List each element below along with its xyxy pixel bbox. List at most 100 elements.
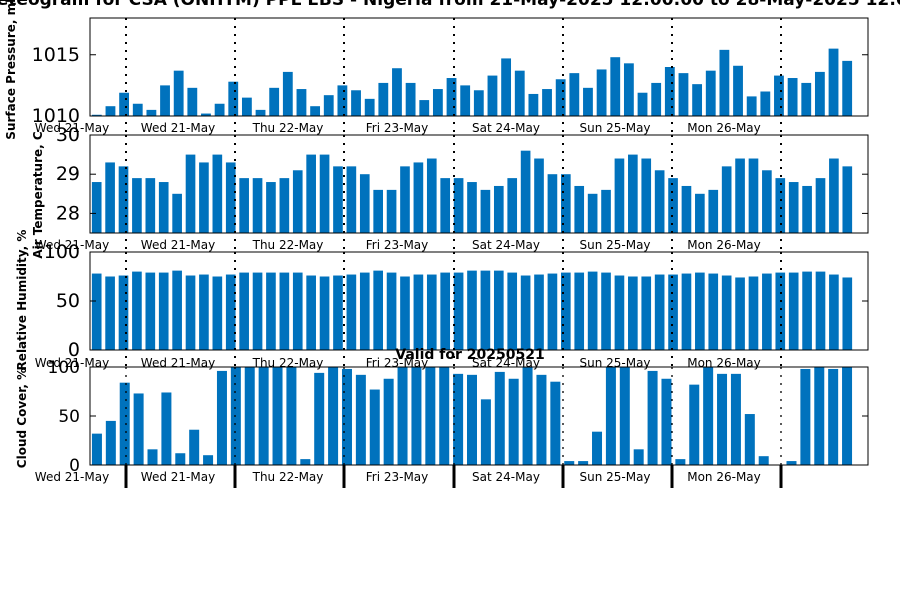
bar bbox=[146, 109, 157, 117]
bar bbox=[172, 193, 182, 233]
bar bbox=[828, 48, 839, 117]
bar bbox=[668, 274, 678, 350]
bar bbox=[744, 414, 755, 465]
bar bbox=[239, 272, 249, 350]
bar bbox=[695, 272, 705, 350]
bar bbox=[689, 384, 700, 465]
x-tick-label: Fri 23-May bbox=[366, 238, 429, 252]
y-tick-label: 50 bbox=[58, 407, 80, 427]
bar bbox=[279, 178, 290, 233]
bar bbox=[105, 420, 116, 465]
bar bbox=[383, 378, 394, 465]
bar bbox=[203, 455, 214, 465]
bar bbox=[730, 373, 741, 465]
bar bbox=[255, 109, 266, 117]
y-tick-label: 100 bbox=[48, 358, 80, 378]
bar bbox=[601, 189, 611, 233]
bar bbox=[748, 276, 759, 350]
bar bbox=[161, 392, 172, 465]
chart-title: Meteogram for CSA (ONHTM) PPL EBS - Nige… bbox=[0, 0, 900, 10]
y-axis-label: Surface Pressure, mb bbox=[4, 0, 18, 140]
bar bbox=[842, 166, 853, 233]
bar bbox=[574, 185, 585, 233]
bar bbox=[787, 78, 798, 116]
bar bbox=[842, 367, 853, 465]
bar bbox=[132, 271, 142, 350]
bar bbox=[351, 90, 361, 116]
bar bbox=[520, 150, 531, 233]
bar bbox=[762, 273, 772, 350]
y-tick-label: 0 bbox=[68, 339, 80, 361]
bar bbox=[708, 273, 719, 350]
bar bbox=[346, 274, 357, 350]
bar bbox=[440, 178, 451, 233]
bar bbox=[392, 68, 402, 116]
bar bbox=[426, 274, 437, 350]
bar bbox=[91, 114, 102, 116]
bar bbox=[623, 63, 634, 116]
bar bbox=[678, 73, 689, 117]
x-tick-label: Mon 26-May bbox=[687, 121, 761, 135]
bar bbox=[760, 91, 771, 116]
bar bbox=[252, 178, 263, 233]
bar bbox=[158, 272, 169, 350]
bar bbox=[651, 82, 662, 116]
bar bbox=[587, 271, 598, 350]
bar bbox=[214, 103, 225, 116]
bar bbox=[814, 367, 825, 465]
bar bbox=[654, 170, 665, 233]
bar bbox=[800, 368, 811, 465]
bar bbox=[282, 71, 293, 116]
bar bbox=[564, 461, 575, 465]
bar bbox=[439, 367, 450, 465]
bar bbox=[507, 272, 518, 350]
bar bbox=[425, 367, 436, 465]
bar bbox=[668, 178, 678, 233]
bar bbox=[661, 378, 672, 465]
bar bbox=[647, 370, 658, 465]
bar bbox=[473, 90, 484, 116]
bar bbox=[493, 270, 504, 350]
bar bbox=[91, 433, 102, 465]
x-tick-label: Sun 25-May bbox=[579, 470, 650, 484]
bar bbox=[400, 166, 410, 233]
bar bbox=[296, 89, 307, 116]
bar bbox=[494, 371, 505, 465]
bar bbox=[788, 182, 799, 233]
x-tick-label: Wed 21-May bbox=[35, 470, 109, 484]
bar bbox=[801, 82, 812, 116]
axes-frame bbox=[89, 17, 869, 117]
y-axis-label: Cloud Cover, % bbox=[15, 368, 29, 468]
x-tick-label: Wed 21-May bbox=[141, 121, 215, 135]
bar bbox=[373, 270, 383, 350]
bar bbox=[735, 277, 745, 350]
bar bbox=[432, 89, 443, 116]
bar bbox=[306, 275, 316, 350]
bar bbox=[721, 166, 732, 233]
bar bbox=[547, 174, 558, 233]
bar bbox=[467, 270, 477, 350]
bar bbox=[774, 75, 784, 116]
bar bbox=[105, 106, 116, 116]
x-tick-label: Thu 22-May bbox=[252, 238, 324, 252]
bar bbox=[534, 158, 544, 233]
bar bbox=[610, 57, 621, 116]
bar bbox=[212, 154, 223, 233]
y-axis-label: Air Temperature, C bbox=[31, 131, 45, 259]
bar bbox=[333, 166, 343, 233]
bar bbox=[400, 276, 410, 350]
bar bbox=[775, 272, 786, 350]
x-tick-label: Fri 23-May bbox=[366, 121, 429, 135]
bar bbox=[829, 274, 839, 350]
y-tick-label: 28 bbox=[56, 202, 80, 224]
x-tick-label: Fri 23-May bbox=[366, 470, 429, 484]
bar bbox=[386, 189, 397, 233]
bar bbox=[187, 87, 198, 116]
bar bbox=[467, 374, 477, 465]
bar bbox=[319, 276, 330, 350]
bar bbox=[175, 453, 186, 465]
bar bbox=[355, 374, 366, 465]
bar bbox=[346, 166, 357, 233]
bar bbox=[105, 162, 115, 233]
bar bbox=[721, 275, 732, 350]
